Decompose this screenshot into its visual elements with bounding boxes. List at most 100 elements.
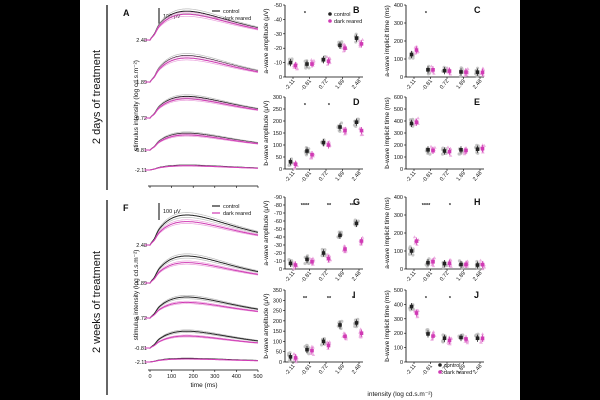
trace-control [144,294,259,319]
trace-dark [144,262,259,284]
raw-point-dark [478,258,483,262]
mean-marker-dark [464,262,468,267]
y-tick-label: 200 [273,319,282,325]
y-tick-label: 50 [276,155,282,161]
mean-marker-dark [431,260,435,264]
x-tick-label: 0.72 [439,270,450,282]
x-tick-label: 1.89 [335,170,346,182]
y-tick-label: -50 [274,227,282,233]
mean-marker-control [459,335,463,340]
mean-marker-control [459,262,463,267]
legend-label-dark: dark reared [334,19,362,25]
trace-control [144,95,259,119]
trace-control [144,255,259,284]
trace-dark [144,15,259,41]
trace-dark [144,221,259,246]
raw-point-dark [312,58,316,62]
raw-point-dark [481,73,486,77]
raw-point-dark [292,260,296,264]
x-tick-label: 0.72 [439,78,450,90]
raw-point-dark [360,37,365,41]
y-tick-label: -50 [274,3,282,9]
y-tick-label: 0 [279,360,282,366]
raw-point-control [323,254,327,258]
raw-point-dark [358,126,362,130]
y-tick-label: 200 [394,331,403,337]
y-tick-label: 200 [273,119,282,125]
mean-marker-control [409,249,414,253]
trace-dark [144,336,259,349]
trace-intensity-label: 1.89 [136,80,147,86]
mean-marker-dark [447,338,452,343]
trace-dark [144,59,259,83]
mean-marker-dark [359,239,364,243]
panel-letter-J: J [474,290,479,300]
y-tick-label: 0 [279,267,282,273]
raw-point-dark [309,59,314,63]
y-tick-label: -90 [274,195,282,201]
mean-marker-dark [310,260,314,264]
significance-marker: * [304,103,307,109]
trace-intensity-label: 0.72 [136,116,147,122]
y-tick-label: 0 [279,167,282,173]
raw-point-control [339,121,344,125]
x-tick-label: 1.89 [335,363,346,375]
mean-marker-control [321,339,326,344]
legend-label-control: control [223,204,240,210]
scatter-ylabel: a-wave amplitude (μV) [263,200,270,265]
raw-point-dark [309,57,314,61]
trace-control [144,298,259,319]
mean-marker-control [409,52,414,57]
y-tick-label: 100 [273,143,282,149]
mean-marker-control [475,147,480,151]
mean-marker-control [475,336,480,341]
legend-marker-control [438,363,442,367]
mean-marker-dark [310,62,314,66]
raw-point-dark [413,51,417,55]
trace-control [144,330,259,349]
mean-marker-dark [310,348,314,353]
y-tick-label: 0 [400,75,403,81]
raw-point-control [303,261,307,266]
y-tick-label: 300 [273,95,282,101]
mean-marker-dark [293,63,298,68]
trace-dark [144,99,259,119]
mean-marker-control [426,260,430,265]
y-tick-label: -40 [274,17,282,23]
raw-point-dark [415,242,419,246]
x-tick-label: 2.48 [351,78,362,90]
raw-point-control [457,259,462,263]
mean-marker-dark [343,334,347,339]
y-tick-label: 0 [400,360,403,366]
trace-dark [144,13,259,41]
scatter-panels: 0 -10 -20 -30 -40 -50 a-wave amplitude (μV) B -2… [263,3,487,377]
y-tick-label: -70 [274,211,282,217]
raw-point-dark [431,264,436,268]
raw-point-control [354,40,358,44]
trace-xtick-label: 300 [210,374,219,380]
raw-point-dark [481,66,485,70]
mean-marker-control [426,68,430,72]
raw-point-dark [462,152,467,156]
y-tick-label: 350 [273,288,282,294]
significance-marker: * [425,296,428,302]
trace-dark [144,263,259,284]
trace-dark [144,57,259,83]
trace-control [144,10,259,41]
raw-point-dark [445,66,450,70]
y-tick-label: 50 [276,350,282,356]
mean-marker-control [321,57,326,62]
trace-control [144,329,259,349]
mean-marker-control [338,323,342,327]
raw-point-dark [357,39,362,43]
mean-marker-control [442,336,447,341]
mean-marker-dark [414,311,419,315]
trace-ylabel: stimulus intensity (log cd.s.m⁻²) [133,60,140,151]
raw-point-control [441,339,445,344]
raw-point-control [407,252,412,256]
x-tick-label: 2.48 [472,270,483,282]
raw-point-control [288,359,292,363]
